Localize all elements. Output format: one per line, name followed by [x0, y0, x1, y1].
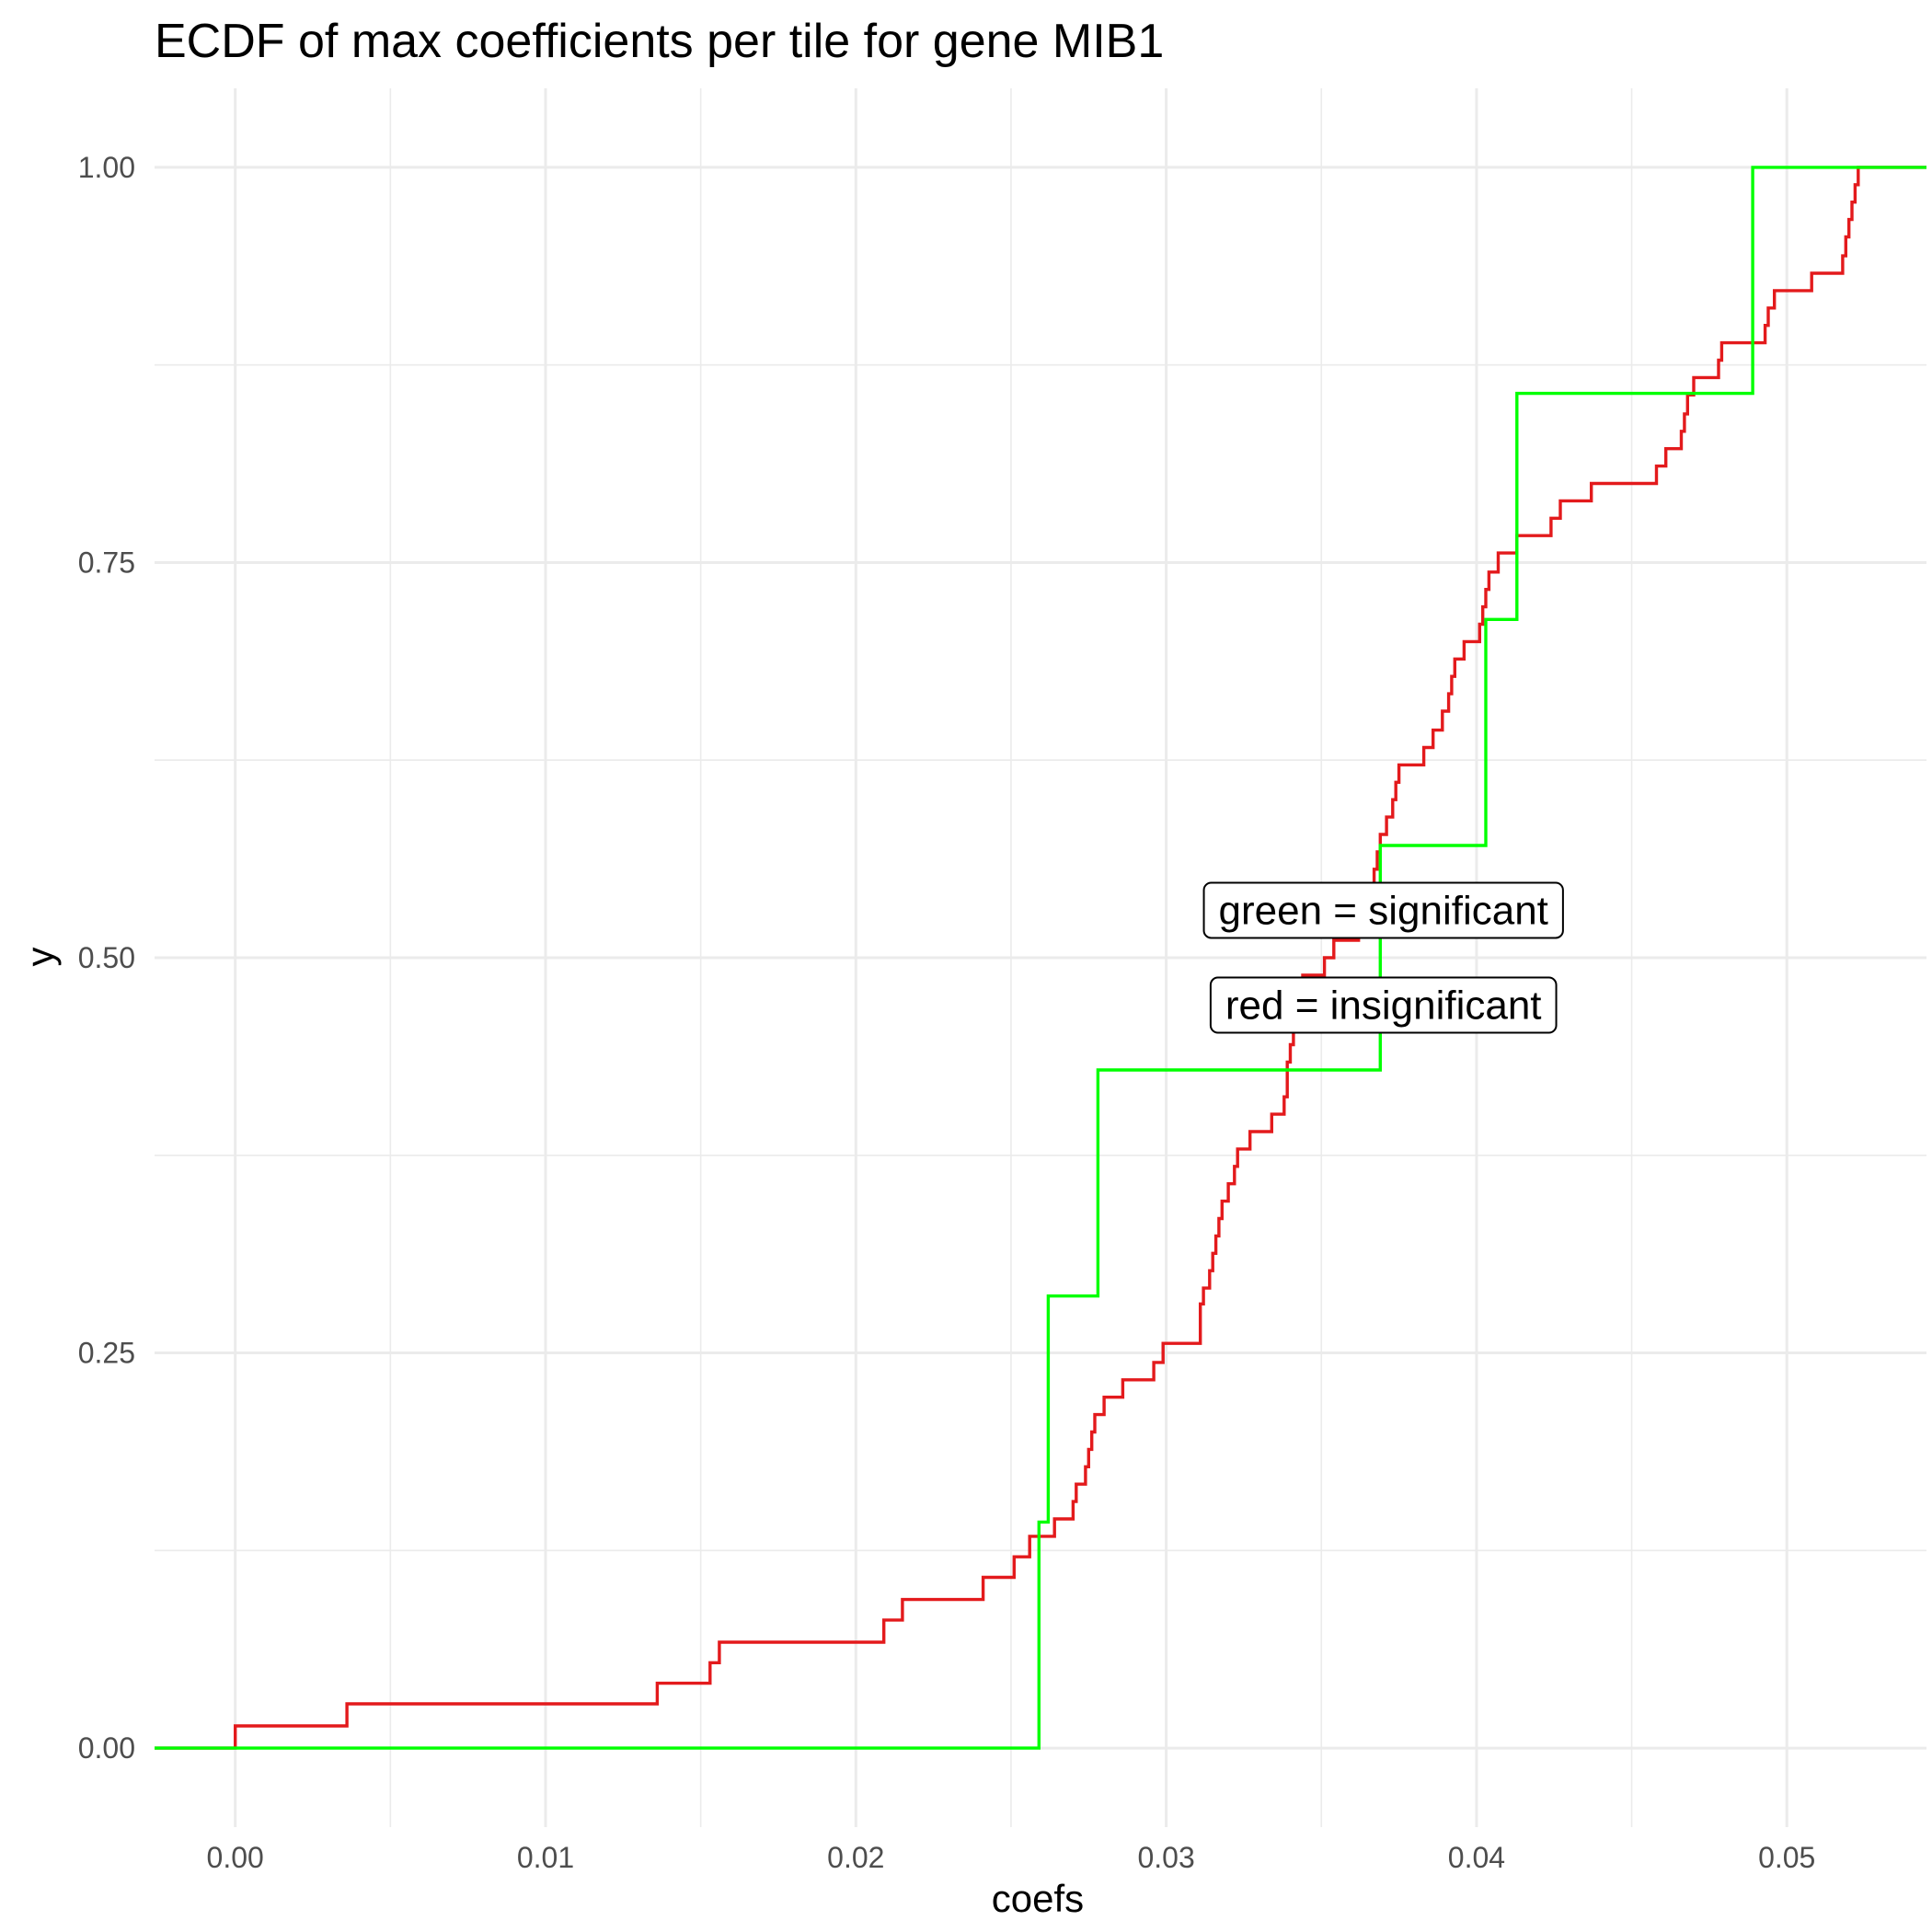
x-tick-label: 0.04: [1448, 1841, 1505, 1874]
x-axis-title: coefs: [992, 1877, 1084, 1920]
annotation-label: red = insignificant: [1209, 976, 1558, 1034]
series-significant-step-line: [155, 166, 1926, 1750]
annotation-text: green = significant: [1219, 888, 1548, 933]
y-axis-title: y: [18, 948, 62, 967]
annotation-text: red = insignificant: [1225, 983, 1542, 1029]
chart-title: ECDF of max coefficients per tile for ge…: [155, 15, 1164, 68]
grid: [155, 88, 1926, 1827]
y-tick-label: 0.75: [78, 546, 135, 579]
x-tick-label: 0.03: [1137, 1841, 1194, 1874]
annotation-box: [1202, 881, 1564, 939]
x-tick-label: 0.00: [207, 1841, 264, 1874]
y-tick-label: 0.00: [78, 1731, 135, 1765]
tick-labels: 0.00 0.01 0.02 0.03 0.04 0.05 0.00 0.25 0.50 0.75…: [78, 151, 1816, 1874]
annotation-label: green = significant: [1202, 881, 1564, 939]
x-tick-label: 0.01: [517, 1841, 574, 1874]
x-tick-label: 0.02: [827, 1841, 884, 1874]
x-tick-label: 0.05: [1758, 1841, 1815, 1874]
annotation-box: [1209, 976, 1558, 1034]
y-tick-label: 0.50: [78, 941, 135, 974]
y-tick-label: 0.25: [78, 1337, 135, 1370]
y-tick-label: 1.00: [78, 151, 135, 184]
annotations: green = significant red = insignificant: [1202, 881, 1564, 1034]
